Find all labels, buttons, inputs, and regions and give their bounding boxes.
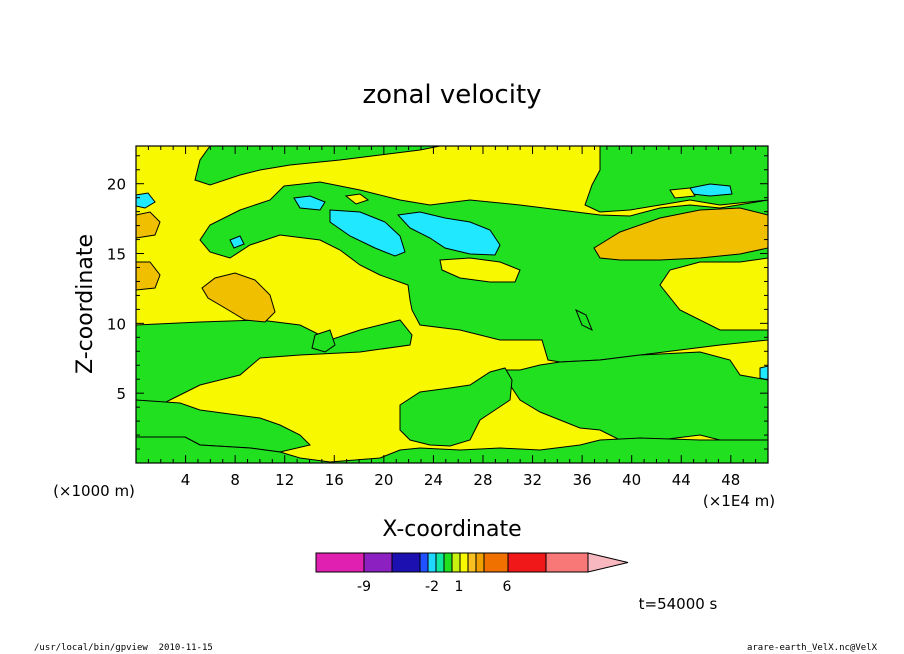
contour-green-small2 bbox=[575, 308, 593, 332]
colorbar-swatch bbox=[315, 552, 365, 573]
x-tick-label: 32 bbox=[523, 471, 542, 489]
contour-green-small1 bbox=[311, 329, 336, 353]
contour-orange-right bbox=[593, 207, 768, 261]
contour-green-bottom bbox=[136, 319, 413, 406]
x-tick-label: 4 bbox=[181, 471, 191, 489]
y-axis-label: Z-coordinate bbox=[73, 234, 98, 374]
colorbar-swatch bbox=[483, 552, 509, 573]
y-unit-label: (×1000 m) bbox=[53, 482, 135, 500]
contour-cyan-7 bbox=[759, 365, 768, 381]
contour-green-midlow bbox=[399, 367, 513, 447]
footer-left: /usr/local/bin/gpview 2010-11-15 bbox=[34, 643, 213, 653]
colorbar-tick-label: -9 bbox=[357, 579, 371, 595]
contour-cyan-2 bbox=[396, 211, 501, 256]
x-tick-label: 48 bbox=[721, 471, 740, 489]
x-tick-label: 16 bbox=[325, 471, 344, 489]
x-tick-label: 12 bbox=[275, 471, 294, 489]
colorbar-tick-labels: -9 -2 1 6 bbox=[357, 579, 512, 595]
contour-yellow-island1 bbox=[439, 257, 521, 283]
colorbar-swatch bbox=[443, 552, 453, 573]
colorbar-swatch bbox=[507, 552, 547, 573]
contour-green-topleft bbox=[136, 146, 441, 186]
plot-area bbox=[136, 146, 768, 463]
y-tick-label: 10 bbox=[107, 315, 126, 333]
contour-green-bottomstrip bbox=[136, 436, 768, 463]
colorbar-swatch bbox=[475, 552, 485, 573]
colorbar bbox=[315, 552, 629, 573]
colorbar-swatch bbox=[459, 552, 469, 573]
colorbar-swatch bbox=[363, 552, 393, 573]
contour-green-topright bbox=[584, 146, 768, 213]
colorbar-swatch bbox=[545, 552, 589, 573]
x-axis-label: X-coordinate bbox=[382, 517, 521, 542]
y-tick-label: 5 bbox=[116, 385, 126, 403]
colorbar-swatch bbox=[391, 552, 421, 573]
contour-orange-edge1 bbox=[136, 211, 161, 239]
contour-cyan-1 bbox=[329, 209, 406, 257]
colorbar-swatch bbox=[435, 552, 445, 573]
y-axis-ticks: 5 10 15 20 bbox=[107, 155, 768, 450]
x-tick-label: 20 bbox=[374, 471, 393, 489]
x-tick-label: 44 bbox=[672, 471, 691, 489]
x-axis-ticks: 4 8 12 16 20 24 28 32 36 40 44 48 bbox=[147, 146, 757, 489]
x-tick-label: 24 bbox=[424, 471, 443, 489]
colorbar-swatch bbox=[467, 552, 477, 573]
time-label: t=54000 s bbox=[639, 595, 718, 613]
plot-frame bbox=[135, 145, 769, 464]
colorbar-swatch bbox=[419, 552, 429, 573]
x-tick-label: 36 bbox=[573, 471, 592, 489]
contour-orange-edge2 bbox=[136, 261, 161, 291]
colorbar-swatch bbox=[427, 552, 437, 573]
y-tick-label: 15 bbox=[107, 246, 126, 264]
contour-orange-left bbox=[201, 272, 276, 323]
colorbar-tick-label: 1 bbox=[455, 579, 464, 595]
y-tick-label: 20 bbox=[107, 176, 126, 194]
x-tick-label: 28 bbox=[473, 471, 492, 489]
contour-cyan-6 bbox=[229, 235, 245, 249]
x-unit-label: (×1E4 m) bbox=[703, 492, 775, 510]
contour-yellow-island3 bbox=[344, 193, 370, 205]
colorbar-swatch bbox=[451, 552, 461, 573]
x-tick-label: 8 bbox=[230, 471, 240, 489]
colorbar-tick-label: 6 bbox=[503, 579, 512, 595]
contour-cyan-3 bbox=[293, 195, 326, 211]
footer-right: arare-earth_VelX.nc@VelX bbox=[746, 643, 877, 653]
colorbar-arrow bbox=[587, 552, 629, 573]
x-tick-label: 40 bbox=[622, 471, 641, 489]
chart-title: zonal velocity bbox=[362, 80, 541, 110]
contour-yellow-island2 bbox=[669, 187, 696, 199]
contour-cyan-5 bbox=[136, 192, 156, 209]
colorbar-tick-label: -2 bbox=[425, 579, 439, 595]
